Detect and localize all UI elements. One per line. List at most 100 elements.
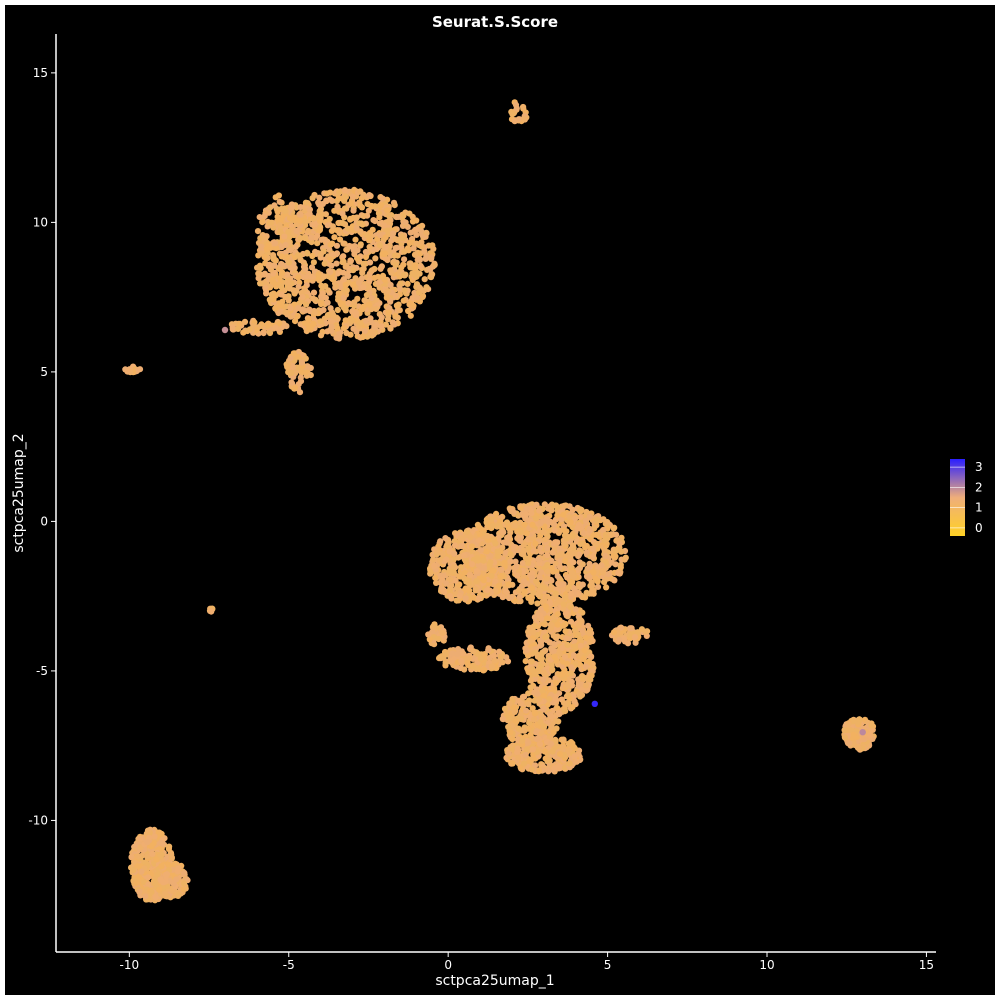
scatter-point — [549, 748, 556, 755]
scatter-point — [582, 634, 590, 641]
scatter-point — [158, 863, 165, 870]
scatter-point — [586, 572, 593, 580]
scatter-point — [535, 591, 542, 598]
scatter-point — [433, 579, 440, 587]
scatter-point — [158, 845, 165, 852]
scatter-point — [531, 716, 538, 723]
scatter-point — [293, 287, 300, 295]
high-score-point — [591, 700, 598, 707]
scatter-point — [432, 574, 439, 581]
scatter-point — [610, 552, 617, 560]
scatter-point — [278, 302, 285, 309]
scatter-point — [531, 614, 539, 621]
scatter-point — [297, 235, 304, 242]
scatter-point — [429, 271, 436, 278]
scatter-point — [586, 513, 593, 521]
scatter-point — [278, 260, 285, 268]
scatter-point — [590, 587, 597, 594]
scatter-point — [541, 723, 548, 730]
scatter-point — [368, 294, 375, 302]
scatter-point — [545, 768, 552, 775]
scatter-point — [404, 245, 412, 252]
scatter-point — [490, 567, 497, 574]
scatter-point — [153, 856, 160, 863]
scatter-point — [130, 867, 137, 874]
scatter-point — [288, 369, 295, 377]
scatter-point — [439, 550, 446, 558]
scatter-point — [613, 531, 620, 538]
scatter-point — [589, 545, 596, 553]
scatter-point — [556, 650, 563, 657]
scatter-point — [530, 629, 537, 636]
scatter-point — [414, 256, 421, 263]
scatter-point — [507, 558, 514, 565]
scatter-point — [498, 653, 505, 660]
scatter-point — [507, 551, 514, 558]
scatter-point — [175, 891, 182, 898]
scatter-point — [583, 589, 590, 596]
scatter-point — [511, 708, 518, 716]
scatter-point — [451, 542, 459, 549]
y-tick-label: -5 — [36, 664, 48, 678]
scatter-point — [405, 307, 412, 315]
scatter-point — [283, 253, 290, 260]
scatter-point — [421, 276, 428, 283]
scatter-point — [547, 740, 555, 747]
scatter-point — [487, 559, 494, 566]
scatter-point — [318, 211, 325, 218]
scatter-point — [442, 535, 449, 542]
scatter-point — [547, 621, 554, 628]
colorbar-gradient — [950, 459, 965, 536]
scatter-point — [335, 195, 342, 202]
scatter-point — [583, 508, 590, 516]
scatter-point — [368, 319, 375, 326]
scatter-point — [507, 529, 514, 536]
scatter-point — [846, 740, 853, 747]
scatter-point — [359, 269, 366, 276]
scatter-point — [475, 537, 482, 544]
y-tick-label: 10 — [33, 215, 48, 229]
scatter-point — [502, 549, 509, 556]
scatter-point — [562, 628, 569, 635]
scatter-point — [168, 854, 175, 861]
scatter-point — [305, 316, 312, 323]
scatter-point — [455, 554, 462, 561]
scatter-point — [528, 594, 536, 602]
scatter-point — [335, 290, 342, 297]
scatter-point — [462, 557, 469, 564]
scatter-point — [324, 328, 331, 335]
scatter-point — [413, 240, 420, 247]
scatter-point — [135, 873, 143, 880]
scatter-point — [422, 255, 429, 262]
scatter-point — [525, 739, 532, 746]
scatter-point — [149, 850, 156, 858]
scatter-point — [463, 528, 471, 535]
scatter-point — [156, 886, 163, 893]
scatter-point — [333, 260, 340, 267]
scatter-point — [418, 239, 425, 246]
scatter-point — [392, 261, 399, 269]
scatter-point — [335, 270, 342, 277]
scatter-point — [461, 666, 468, 673]
scatter-point — [329, 240, 336, 247]
scatter-point — [523, 647, 530, 654]
scatter-point — [468, 561, 476, 568]
scatter-point — [530, 547, 537, 554]
scatter-point — [324, 312, 332, 319]
scatter-point — [526, 719, 533, 727]
scatter-point — [509, 111, 516, 118]
scatter-point — [505, 750, 512, 757]
scatter-point — [605, 571, 612, 578]
scatter-point — [303, 301, 310, 308]
scatter-point — [365, 301, 373, 308]
scatter-point — [451, 550, 458, 557]
scatter-point — [148, 843, 155, 850]
scatter-point — [535, 696, 543, 703]
scatter-point — [483, 548, 490, 555]
scatter-point — [241, 318, 249, 325]
scatter-point — [257, 265, 264, 272]
scatter-point — [285, 297, 292, 304]
scatter-point — [357, 229, 364, 236]
scatter-point — [128, 854, 135, 861]
